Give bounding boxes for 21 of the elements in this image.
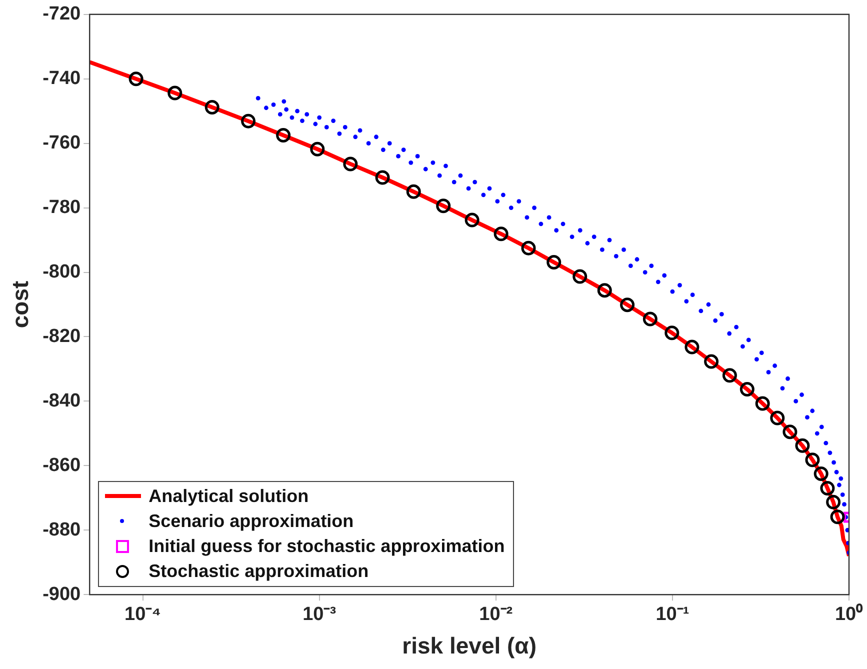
x-tick-label: 10⁻³ (302, 604, 336, 626)
y-tick-label: -800 (42, 262, 81, 282)
legend-label: Scenario approximation (148, 510, 354, 532)
y-tick-label: -840 (42, 390, 81, 412)
x-tick-label: 10⁰ (834, 603, 864, 626)
y-tick-label: -720 (42, 4, 81, 25)
x-tick-label: 10⁻⁴ (124, 604, 162, 626)
y-tick-label: -860 (42, 454, 81, 476)
x-tick-label: 10⁻¹ (656, 604, 690, 626)
legend-label: Initial guess for stochastic approximation (148, 536, 505, 557)
y-tick-label: -820 (42, 326, 81, 347)
legend-label: Analytical solution (148, 486, 309, 507)
y-tick-label: -880 (42, 519, 81, 540)
x-tick-label: 10⁻² (479, 604, 513, 626)
legend-label: Stochastic approximation (148, 560, 369, 582)
x-axis-title: risk level (α) (402, 632, 536, 659)
y-tick-label: -740 (42, 68, 81, 90)
y-tick-label: -900 (42, 584, 81, 605)
y-tick-label: -760 (42, 132, 81, 154)
y-axis-title: cost (7, 280, 34, 328)
y-tick-label: -780 (42, 197, 81, 218)
